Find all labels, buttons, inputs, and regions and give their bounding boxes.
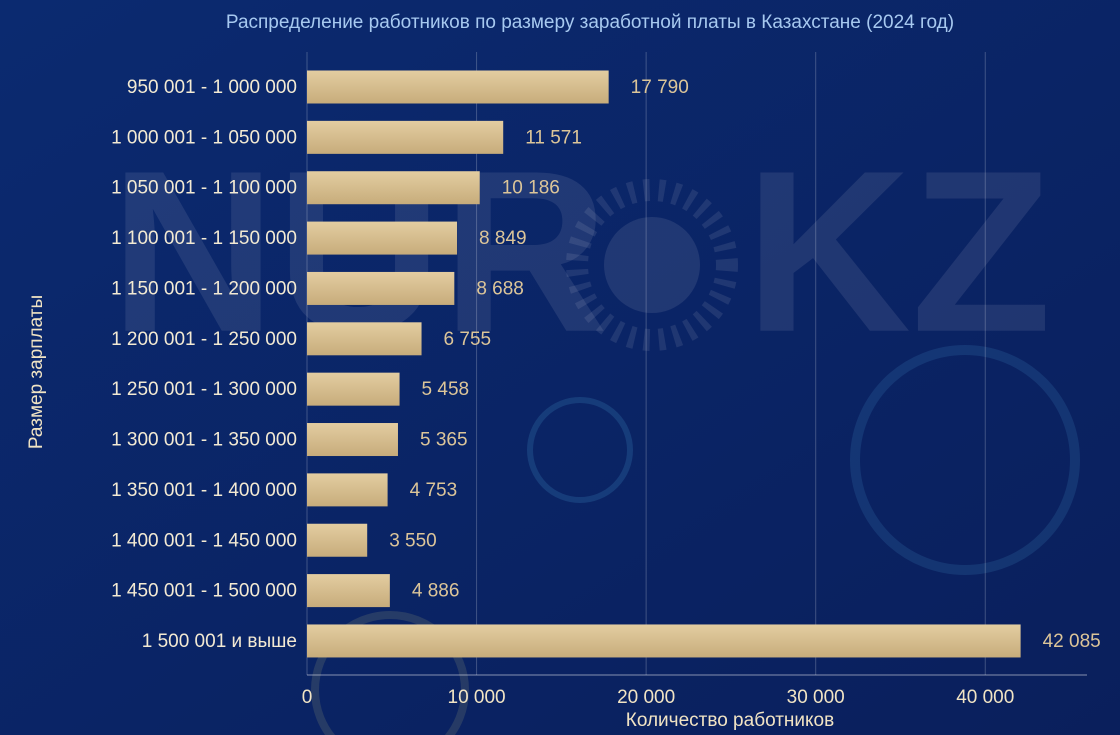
y-axis-label: Размер зарплаты: [26, 295, 47, 449]
y-tick-label: 1 250 001 - 1 300 000: [111, 379, 297, 400]
bar: [307, 473, 388, 507]
value-label: 11 571: [525, 127, 582, 148]
bar: [307, 70, 609, 104]
bar: [307, 574, 390, 608]
x-tick-label: 10 000: [448, 687, 506, 708]
bar: [307, 372, 400, 406]
x-tick-label: 0: [302, 687, 313, 708]
bar: [307, 221, 458, 255]
y-tick-label: 1 500 001 и выше: [142, 631, 297, 652]
y-tick-label: 1 150 001 - 1 200 000: [111, 278, 297, 299]
watermark-rays: [566, 179, 738, 351]
bar: [307, 322, 422, 356]
bar: [307, 624, 1021, 658]
y-tick-label: 1 300 001 - 1 350 000: [111, 430, 297, 451]
watermark-coin: [527, 397, 633, 503]
value-label: 6 755: [444, 329, 492, 350]
value-label: 8 849: [479, 228, 527, 249]
y-tick-label: 1 450 001 - 1 500 000: [111, 581, 297, 602]
bar: [307, 120, 504, 154]
y-tick-label: 1 400 001 - 1 450 000: [111, 530, 297, 551]
bar: [307, 523, 368, 557]
value-label: 10 186: [502, 178, 560, 199]
x-tick-label: 40 000: [956, 687, 1014, 708]
chart-title: Распределение работников по размеру зара…: [226, 12, 954, 33]
bar: [307, 271, 455, 305]
y-tick-label: 950 001 - 1 000 000: [127, 77, 297, 98]
value-label: 42 085: [1043, 631, 1101, 652]
value-label: 5 365: [420, 430, 468, 451]
value-label: 17 790: [631, 77, 689, 98]
y-tick-label: 1 100 001 - 1 150 000: [111, 228, 297, 249]
watermark-coin: [311, 611, 469, 735]
bar: [307, 171, 480, 205]
y-tick-label: 1 000 001 - 1 050 000: [111, 127, 297, 148]
value-label: 4 753: [410, 480, 458, 501]
value-label: 3 550: [389, 530, 437, 551]
x-axis-label: Количество работников: [626, 710, 834, 731]
y-tick-label: 1 350 001 - 1 400 000: [111, 480, 297, 501]
x-tick-label: 30 000: [787, 687, 845, 708]
value-label: 4 886: [412, 581, 460, 602]
watermark-sun: [604, 217, 700, 313]
value-label: 5 458: [422, 379, 470, 400]
bar: [307, 423, 398, 457]
watermark-text: KZ: [745, 123, 1052, 380]
watermark-coin: [850, 345, 1080, 575]
y-tick-label: 1 050 001 - 1 100 000: [111, 178, 297, 199]
value-label: 8 688: [476, 278, 524, 299]
x-tick-label: 20 000: [617, 687, 675, 708]
y-tick-label: 1 200 001 - 1 250 000: [111, 329, 297, 350]
